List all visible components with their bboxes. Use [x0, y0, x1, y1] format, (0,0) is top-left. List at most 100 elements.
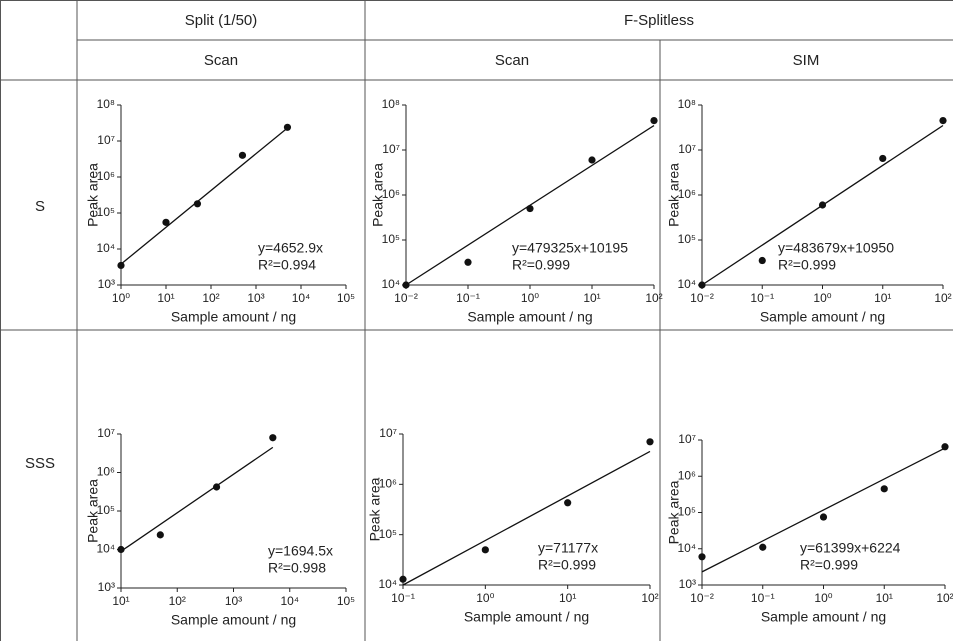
y-tick-label: 10⁷ — [97, 426, 115, 440]
x-tick-label: 10³ — [247, 291, 264, 305]
chart: 10⁻¹ 10⁰ 10¹ 10² 10⁴ 10⁵ 10⁶ 10⁷ Sample amount /… — [367, 426, 659, 625]
column-header: Scan — [204, 52, 238, 69]
y-tick-label: 10⁶ — [678, 187, 696, 201]
chart: 10⁻² 10⁻¹ 10⁰ 10¹ 10² 10⁴ 10⁵ 10⁶ 10⁷ 10⁸ Sample a… — [666, 97, 952, 325]
x-tick-label: 10⁻² — [690, 291, 714, 305]
data-point — [646, 438, 654, 446]
fit-line — [120, 127, 288, 265]
x-tick-label: 10¹ — [583, 291, 600, 305]
y-tick-label: 10⁷ — [678, 142, 696, 156]
x-axis-label: Sample amount / ng — [171, 309, 296, 325]
y-tick-label: 10⁴ — [96, 241, 115, 255]
data-point — [758, 256, 766, 265]
x-tick-label: 10¹ — [112, 594, 129, 608]
x-tick-label: 10⁰ — [112, 291, 130, 305]
x-tick-label: 10⁻² — [690, 591, 714, 605]
y-tick-label: 10⁴ — [381, 277, 400, 291]
x-tick-label: 10² — [169, 594, 186, 608]
annotation: R²=0.999 — [538, 557, 596, 573]
column-group-header: F-Splitless — [624, 12, 694, 29]
annotation: y=483679x+10950 — [778, 240, 894, 256]
annotation: y=71177x — [538, 540, 598, 556]
x-tick-label: 10⁻¹ — [751, 591, 775, 605]
x-axis-label: Sample amount / ng — [464, 609, 589, 625]
column-header: SIM — [793, 52, 820, 69]
y-axis-label: Peak area — [370, 163, 386, 227]
y-axis-label: Peak area — [666, 480, 682, 544]
x-tick-label: 10⁻¹ — [456, 291, 480, 305]
data-point — [698, 281, 706, 289]
data-point — [212, 483, 221, 491]
y-axis-label: Peak area — [367, 477, 383, 541]
data-point — [941, 443, 949, 451]
data-point — [526, 204, 534, 213]
chart: 10¹ 10² 10³ 10⁴ 10⁵ 10³ 10⁴ 10⁵ 10⁶ 10⁷ Sample amo… — [85, 426, 355, 628]
x-tick-label: 10² — [645, 291, 662, 305]
annotation: R²=0.999 — [778, 257, 836, 273]
x-tick-label: 10⁰ — [814, 591, 832, 605]
annotation: y=1694.5x — [268, 543, 333, 559]
annotation: R²=0.999 — [512, 257, 570, 273]
y-tick-label: 10⁶ — [97, 465, 115, 479]
x-tick-label: 10¹ — [559, 591, 576, 605]
annotation: y=4652.9x — [258, 240, 323, 256]
x-tick-label: 10³ — [225, 594, 242, 608]
y-tick-label: 10⁶ — [379, 477, 397, 491]
data-point — [238, 151, 247, 159]
fit-line — [701, 447, 946, 573]
y-tick-label: 10⁵ — [97, 503, 115, 517]
x-tick-label: 10² — [936, 591, 953, 605]
y-tick-label: 10⁵ — [678, 232, 696, 246]
data-point — [402, 281, 410, 289]
y-tick-label: 10³ — [98, 277, 115, 291]
x-tick-label: 10⁵ — [337, 291, 355, 305]
y-tick-label: 10⁴ — [677, 277, 696, 291]
data-point — [117, 261, 125, 270]
x-tick-label: 10⁻² — [394, 291, 418, 305]
x-tick-label: 10² — [934, 291, 951, 305]
data-point — [879, 154, 887, 163]
column-header: Scan — [495, 52, 529, 69]
y-tick-label: 10⁵ — [379, 527, 397, 541]
y-tick-label: 10⁷ — [678, 432, 696, 446]
y-tick-label: 10⁷ — [97, 133, 115, 147]
row-header: S — [35, 198, 45, 215]
data-point — [156, 531, 164, 539]
annotation: R²=0.998 — [268, 560, 326, 576]
data-point — [759, 543, 767, 551]
data-point — [283, 123, 292, 131]
column-group-header: Split (1/50) — [185, 12, 258, 29]
data-point — [588, 156, 596, 164]
annotation: y=479325x+10195 — [512, 240, 628, 256]
data-point — [117, 545, 125, 554]
x-tick-label: 10⁰ — [521, 291, 539, 305]
y-axis-label: Peak area — [85, 163, 101, 227]
x-tick-label: 10⁴ — [280, 594, 299, 608]
y-tick-label: 10³ — [679, 577, 696, 591]
fit-line — [120, 446, 274, 552]
y-tick-label: 10⁵ — [678, 505, 696, 519]
data-point — [939, 117, 947, 125]
row-header: SSS — [25, 455, 55, 472]
data-point — [464, 258, 472, 266]
data-point — [564, 499, 572, 507]
y-tick-label: 10⁴ — [677, 541, 696, 555]
y-tick-label: 10⁵ — [382, 232, 400, 246]
y-tick-label: 10⁸ — [97, 97, 115, 111]
x-tick-label: 10⁻¹ — [750, 291, 774, 305]
chart: 10⁰ 10¹ 10² 10³ 10⁴ 10⁵ 10³ 10⁴ 10⁵ 10⁶ 10⁷ 10⁸ Samp… — [85, 97, 355, 325]
x-tick-label: 10⁵ — [337, 594, 355, 608]
data-point — [819, 513, 828, 521]
x-axis-label: Sample amount / ng — [467, 309, 592, 325]
annotation: R²=0.999 — [800, 557, 858, 573]
x-tick-label: 10⁻¹ — [391, 591, 415, 605]
chart: 10⁻² 10⁻¹ 10⁰ 10¹ 10² 10⁴ 10⁵ 10⁶ 10⁷ 10⁸ Sample a… — [370, 97, 663, 325]
y-tick-label: 10⁶ — [382, 187, 400, 201]
x-tick-label: 10⁰ — [813, 291, 831, 305]
x-tick-label: 10¹ — [876, 591, 893, 605]
x-tick-label: 10¹ — [157, 291, 174, 305]
y-tick-label: 10⁵ — [97, 205, 115, 219]
y-tick-label: 10⁸ — [678, 97, 696, 111]
